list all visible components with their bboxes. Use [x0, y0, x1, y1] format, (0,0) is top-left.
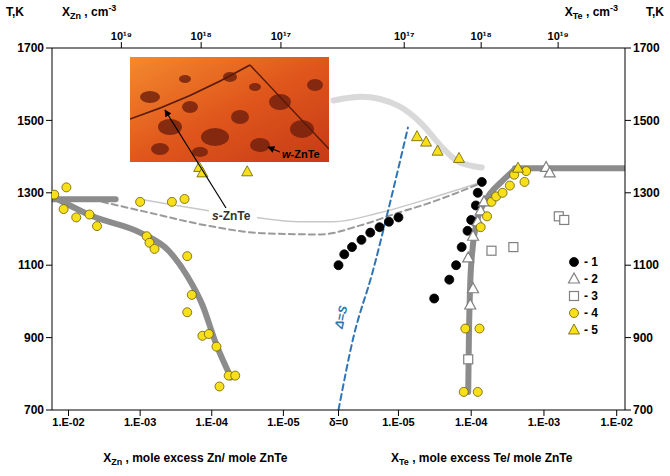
svg-text:- 4: - 4: [584, 306, 598, 320]
svg-text:s-ZnTe: s-ZnTe: [212, 209, 251, 223]
svg-text:Δ=S: Δ=S: [332, 304, 351, 330]
svg-text:900: 900: [24, 331, 44, 345]
svg-text:700: 700: [633, 403, 653, 417]
svg-text:XTe , cm-3: XTe , cm-3: [565, 3, 618, 21]
svg-text:- 5: - 5: [584, 323, 598, 337]
svg-text:1300: 1300: [633, 186, 660, 200]
svg-text:1100: 1100: [18, 258, 44, 272]
svg-text:1.E-05: 1.E-05: [382, 416, 414, 428]
svg-text:XZn , mole excess Zn/ mole ZnT: XZn , mole excess Zn/ mole ZnTe: [103, 451, 288, 467]
svg-text:10¹⁹: 10¹⁹: [111, 30, 132, 42]
svg-text:δ=0: δ=0: [329, 416, 348, 428]
svg-text:10¹⁹: 10¹⁹: [548, 30, 569, 42]
svg-text:T,K: T,K: [646, 5, 664, 19]
svg-text:T,K: T,K: [6, 5, 24, 19]
svg-text:- 3: - 3: [584, 289, 598, 303]
svg-text:10¹⁸: 10¹⁸: [471, 30, 492, 42]
svg-text:w-ZnTe: w-ZnTe: [282, 148, 320, 160]
svg-text:1.E-02: 1.E-02: [600, 416, 632, 428]
svg-text:1500: 1500: [633, 114, 660, 128]
svg-text:700: 700: [24, 403, 44, 417]
svg-text:1.E-04: 1.E-04: [196, 416, 229, 428]
svg-text:1.E-02: 1.E-02: [52, 416, 84, 428]
svg-text:1.E-05: 1.E-05: [267, 416, 299, 428]
svg-text:1700: 1700: [17, 41, 44, 55]
svg-text:10¹⁷: 10¹⁷: [271, 30, 292, 42]
svg-text:1700: 1700: [633, 41, 660, 55]
svg-text:1500: 1500: [17, 114, 44, 128]
svg-text:1300: 1300: [17, 186, 44, 200]
svg-text:900: 900: [633, 331, 653, 345]
svg-text:- 2: - 2: [584, 272, 598, 286]
svg-text:1100: 1100: [633, 258, 659, 272]
svg-text:XZn , cm-3: XZn , cm-3: [62, 3, 116, 21]
svg-text:XTe , mole excess Te/ mole ZnT: XTe , mole excess Te/ mole ZnTe: [391, 451, 573, 467]
svg-text:1.E-04: 1.E-04: [455, 416, 488, 428]
svg-text:10¹⁸: 10¹⁸: [191, 30, 212, 42]
svg-text:1.E-03: 1.E-03: [124, 416, 156, 428]
svg-text:1.E-03: 1.E-03: [528, 416, 560, 428]
svg-text:10¹⁷: 10¹⁷: [394, 30, 415, 42]
svg-text:- 1: - 1: [584, 255, 598, 269]
